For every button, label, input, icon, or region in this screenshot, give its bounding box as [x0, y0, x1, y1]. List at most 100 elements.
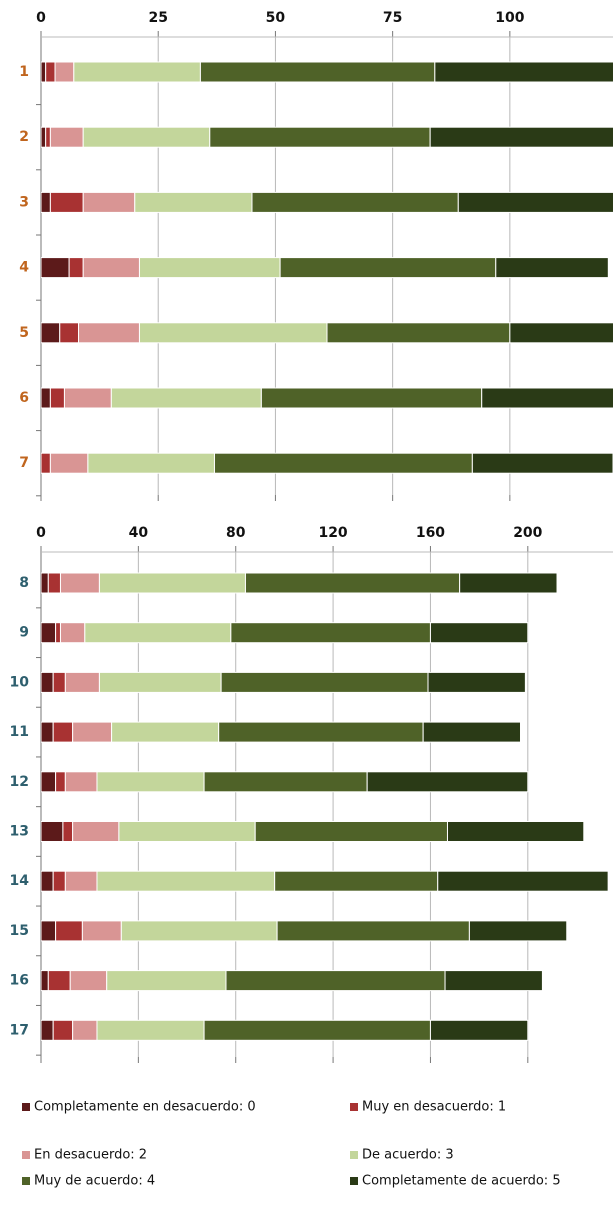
bar-segment	[41, 126, 47, 148]
bar-segment	[41, 771, 57, 793]
bar-segment	[41, 821, 64, 842]
bar-segment	[78, 322, 140, 344]
bar-segment	[118, 821, 256, 842]
bar-segment	[203, 1019, 431, 1041]
bar-segment	[326, 322, 511, 344]
bar-segment	[73, 61, 201, 83]
bar-segment	[468, 920, 568, 942]
bar-segment	[110, 387, 262, 409]
bar-segment	[429, 622, 529, 644]
x-tick-label: 0	[36, 525, 46, 541]
bar-segment	[49, 191, 84, 213]
y-tick-label: 9	[19, 625, 29, 641]
bar-segment	[59, 322, 80, 344]
bar-segment	[429, 126, 613, 148]
bar-segment	[218, 721, 424, 743]
legend-label: Muy de acuerdo: 4	[34, 1174, 155, 1189]
bar-segment	[213, 452, 473, 474]
legend-label: Completamente de acuerdo: 5	[362, 1174, 561, 1189]
y-tick-label: 17	[10, 1022, 29, 1038]
bar-segment	[84, 622, 232, 644]
bar-segment	[41, 322, 61, 344]
bar-segment	[59, 572, 100, 594]
y-tick-label: 16	[10, 973, 29, 989]
x-tick-label: 120	[318, 525, 347, 541]
y-tick-label: 14	[10, 873, 30, 889]
y-tick-label: 6	[19, 390, 29, 406]
bar-segment	[96, 1019, 205, 1041]
bar-segment	[366, 771, 529, 793]
y-tick-label: 5	[19, 325, 29, 341]
x-tick-label: 100	[495, 10, 524, 26]
bar-segment	[41, 622, 57, 644]
bar-segment	[254, 821, 448, 842]
y-tick-label: 2	[19, 129, 29, 145]
bar-segment	[98, 671, 222, 693]
y-tick-label: 4	[19, 260, 29, 276]
bar-segment	[41, 61, 47, 83]
bar-segment	[220, 671, 429, 693]
bar-segment	[138, 257, 281, 279]
legend-label: De acuerdo: 3	[362, 1148, 454, 1163]
bar-segment	[45, 126, 51, 148]
x-tick-label: 80	[226, 525, 246, 541]
bar-segment	[279, 257, 497, 279]
bar-segment	[422, 721, 522, 743]
plot-area	[41, 572, 609, 1041]
bar-segment	[59, 622, 86, 644]
bar-segment	[111, 721, 220, 743]
bar-segment	[64, 671, 100, 693]
bar-segment	[274, 870, 439, 892]
bar-segment	[96, 870, 276, 892]
legend-label: Muy en desacuerdo: 1	[362, 1100, 506, 1115]
bar-segment	[68, 257, 84, 279]
bar-segment	[41, 452, 51, 474]
bar-segment	[52, 721, 74, 743]
y-tick-label: 12	[10, 774, 29, 790]
y-tick-label: 10	[10, 674, 30, 690]
x-tick-label: 40	[129, 525, 149, 541]
x-tick-label: 0	[36, 10, 46, 26]
bar-segment	[49, 126, 84, 148]
bar-segment	[47, 572, 61, 594]
y-tick-label: 1	[19, 64, 29, 80]
bar-segment	[457, 191, 613, 213]
bar-segment	[52, 1019, 74, 1041]
bar-segment	[52, 870, 66, 892]
y-tick-label: 7	[19, 455, 29, 471]
y-tick-label: 15	[10, 923, 29, 939]
bar-segment	[45, 61, 56, 83]
bar-segment	[55, 771, 66, 793]
bar-segment	[437, 870, 609, 892]
bar-segment	[203, 771, 368, 793]
bar-segment	[495, 257, 609, 279]
plot-area	[41, 61, 613, 474]
legend-swatch	[22, 1151, 30, 1159]
x-tick-label: 75	[383, 10, 402, 26]
bar-segment	[55, 622, 61, 644]
bar-segment	[96, 771, 205, 793]
bar-segment	[41, 721, 54, 743]
bar-segment	[41, 920, 57, 942]
bar-segment	[55, 920, 83, 942]
bar-segment	[209, 126, 431, 148]
x-tick-label: 200	[513, 525, 542, 541]
x-tick-label: 25	[148, 10, 167, 26]
bar-segment	[41, 572, 49, 594]
bar-segment	[49, 452, 89, 474]
bar-segment	[63, 387, 112, 409]
y-tick-label: 11	[10, 724, 29, 740]
bar-segment	[120, 920, 278, 942]
x-tick-label: 50	[266, 10, 286, 26]
bar-segment	[41, 387, 51, 409]
y-tick-label: 3	[19, 194, 29, 210]
bar-segment	[138, 322, 328, 344]
x-tick-label: 160	[416, 525, 445, 541]
bar-segment	[49, 387, 65, 409]
bar-segment	[276, 920, 470, 942]
legend-swatch	[22, 1177, 30, 1185]
legend-swatch	[350, 1103, 358, 1111]
bar-segment	[230, 622, 431, 644]
bar-segment	[251, 191, 459, 213]
